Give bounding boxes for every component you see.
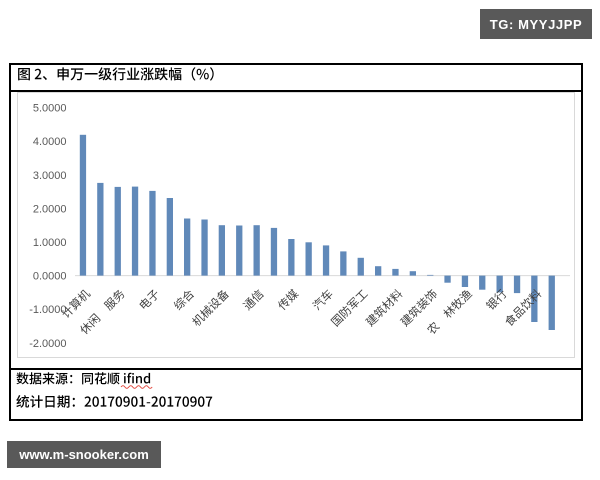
svg-text:-2.0000: -2.0000 xyxy=(29,338,66,350)
svg-text:-1.0000: -1.0000 xyxy=(29,304,66,316)
svg-text:2.0000: 2.0000 xyxy=(33,203,67,215)
svg-text:4.0000: 4.0000 xyxy=(33,136,67,148)
svg-text:5.0000: 5.0000 xyxy=(33,103,67,115)
svg-text:0.0000: 0.0000 xyxy=(33,271,67,283)
svg-text:1.0000: 1.0000 xyxy=(33,237,67,249)
svg-text:3.0000: 3.0000 xyxy=(33,170,67,182)
